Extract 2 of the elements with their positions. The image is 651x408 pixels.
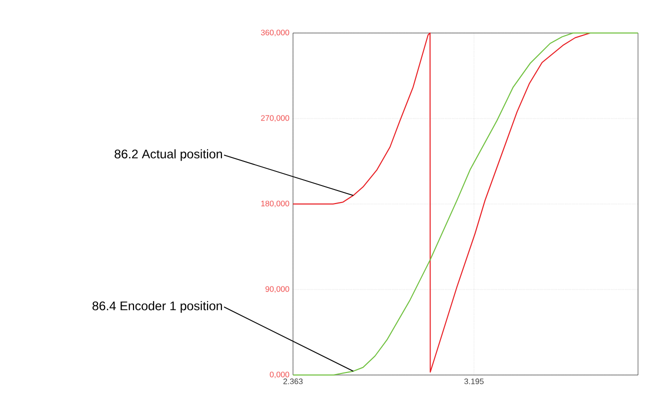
text: 86.2 Actual position [114,149,222,161]
text: 86.4 Encoder 1 position [92,301,222,313]
